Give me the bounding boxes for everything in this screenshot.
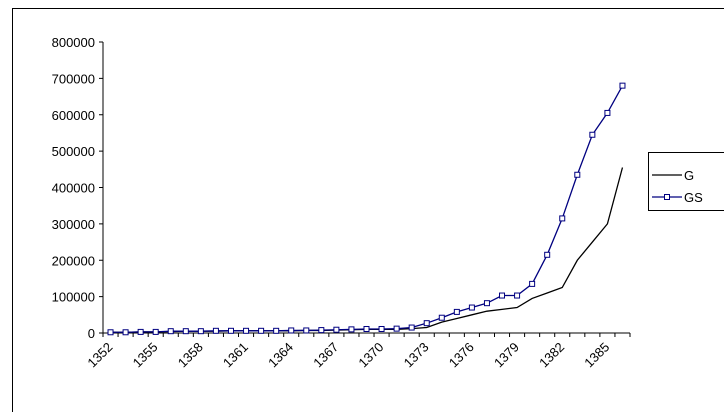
- point-marker: [408, 324, 415, 331]
- x-tick-label: 1352: [84, 339, 115, 370]
- point-marker: [288, 327, 295, 334]
- x-tick-label: 1370: [355, 339, 386, 370]
- point-marker: [318, 327, 325, 334]
- point-marker: [604, 109, 611, 116]
- y-tick-label: 100000: [52, 290, 95, 305]
- point-marker: [273, 327, 280, 334]
- point-marker: [438, 314, 445, 321]
- point-marker: [483, 300, 490, 307]
- point-marker: [619, 82, 626, 89]
- x-tick-label: 1355: [130, 339, 161, 370]
- x-tick-label: 1382: [536, 339, 567, 370]
- chart-frame: [12, 8, 724, 412]
- point-marker: [107, 329, 114, 336]
- x-tick-label: 1361: [220, 339, 251, 370]
- series-line: [110, 167, 624, 333]
- legend-label: GS: [684, 190, 703, 205]
- x-tick-label: 1367: [310, 339, 341, 370]
- point-marker: [258, 327, 265, 334]
- point-marker: [499, 292, 506, 299]
- x-tick-label: 1364: [265, 339, 296, 370]
- x-tick-label: 1379: [491, 339, 522, 370]
- y-tick-label: 800000: [52, 35, 95, 50]
- point-marker: [544, 251, 551, 258]
- y-tick-label: 400000: [52, 181, 95, 196]
- point-marker: [589, 131, 596, 138]
- point-marker: [393, 325, 400, 332]
- point-marker: [182, 328, 189, 335]
- series-line: [110, 85, 624, 333]
- point-marker: [453, 308, 460, 315]
- point-marker: [243, 327, 250, 334]
- point-marker: [152, 328, 159, 335]
- point-marker: [333, 326, 340, 333]
- point-marker: [514, 292, 521, 299]
- point-marker: [529, 280, 536, 287]
- y-tick-label: 600000: [52, 108, 95, 123]
- legend-label: G: [684, 168, 694, 183]
- legend-box: [648, 152, 724, 211]
- point-marker: [303, 327, 310, 334]
- x-tick-label: 1385: [581, 339, 612, 370]
- point-marker: [423, 320, 430, 327]
- y-tick-label: 0: [88, 326, 95, 341]
- point-marker: [197, 328, 204, 335]
- point-marker: [559, 215, 566, 222]
- point-marker: [167, 328, 174, 335]
- y-tick-label: 500000: [52, 144, 95, 159]
- point-marker: [363, 325, 370, 332]
- y-tick-label: 200000: [52, 253, 95, 268]
- x-tick-label: 1376: [446, 339, 477, 370]
- y-tick-label: 700000: [52, 71, 95, 86]
- point-marker: [227, 327, 234, 334]
- point-marker: [348, 326, 355, 333]
- point-marker: [137, 328, 144, 335]
- point-marker: [378, 325, 385, 332]
- legend-marker: [664, 194, 670, 200]
- y-tick-label: 300000: [52, 217, 95, 232]
- point-marker: [122, 329, 129, 336]
- x-tick-label: 1373: [401, 339, 432, 370]
- x-tick-label: 1358: [175, 339, 206, 370]
- point-marker: [574, 171, 581, 178]
- point-marker: [468, 304, 475, 311]
- point-marker: [212, 327, 219, 334]
